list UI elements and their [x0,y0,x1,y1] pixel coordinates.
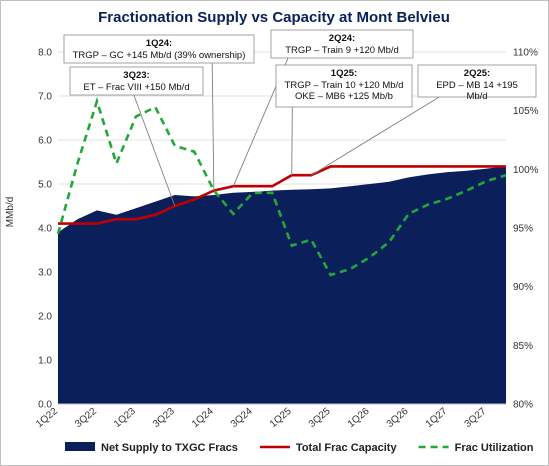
series-total-capacity-line [58,165,506,225]
legend-label: Total Frac Capacity [296,442,398,454]
annotation-leader-line [310,96,440,176]
y-tick-label: 2.0 [38,312,52,323]
series-net-supply-area [58,166,506,404]
legend: Net Supply to TXGC Fracs Total Frac Capac… [65,442,534,454]
y2-tick-label: 95% [513,224,533,235]
annotation-leader-line [211,62,215,191]
annotation-box [63,34,255,64]
annotation-heading: 1Q24: [146,38,172,49]
annotation-text: TRGP – Train 10 +120 Mb/d [285,80,404,91]
annotation-text: OKE – MB6 +125 Mb/b [295,91,393,102]
annotation-text: ET – Frac VIII +150 Mb/d [83,82,189,93]
annotation-box [275,64,413,108]
y2-tick-label: 90% [513,282,533,293]
annotation-text: TRGP – GC +145 Mb/d (39% ownership) [73,50,246,61]
annotation-leader-line [291,106,293,176]
y2-tick-label: 100% [513,165,539,176]
annotation-text: EPD – MB 14 +195 [436,80,518,91]
annotation-box [69,66,204,96]
y-tick-label: 5.0 [38,180,52,191]
y2-tick-label: 105% [513,106,539,117]
y-tick-label: 8.0 [38,48,52,59]
y2-tick-label: 85% [513,341,533,352]
annotation-text: Mb/d [466,91,487,102]
series-frac-utilization-line [56,96,507,277]
annotation-leader-line [133,94,176,207]
y-tick-label: 3.0 [38,268,52,279]
legend-swatch-net-supply [65,442,95,451]
annotation-box [270,29,414,59]
legend-label: Net Supply to TXGC Fracs [101,442,238,454]
y-tick-label: 4.0 [38,224,52,235]
annotation-heading: 2Q24: [329,33,355,44]
annotations: 1Q24:TRGP – GC +145 Mb/d (39% ownership)… [63,29,537,207]
legend-label: Frac Utilization [455,442,534,454]
y-tick-label: 6.0 [38,136,52,147]
y-tick-label: 1.0 [38,356,52,367]
annotation-text: TRGP – Train 9 +120 Mb/d [285,45,399,56]
annotation-heading: 3Q23: [123,70,149,81]
annotation-heading: 1Q25: [331,68,357,79]
y2-tick-label: 110% [513,48,538,59]
y-axis-label: MMb/d [5,197,16,228]
annotation-heading: 2Q25: [464,68,490,79]
plot-area [56,96,507,404]
y-tick-label: 0.0 [38,400,52,411]
y2-tick-label: 80% [513,400,533,411]
annotation-box [417,64,537,98]
chart-title: Fractionation Supply vs Capacity at Mont… [98,9,450,26]
y-tick-label: 7.0 [38,92,52,103]
